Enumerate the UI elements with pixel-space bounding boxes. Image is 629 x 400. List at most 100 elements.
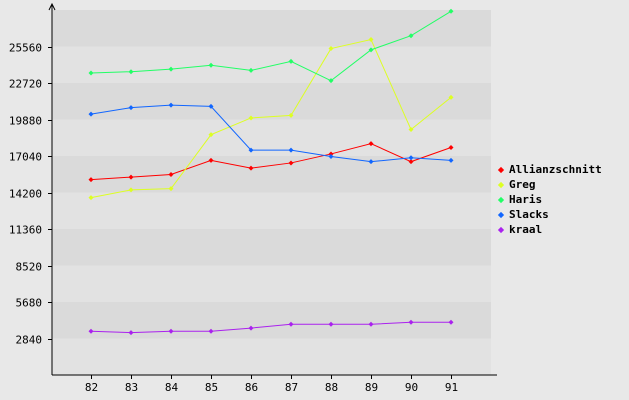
grid-band xyxy=(52,302,491,339)
data-point-kraal xyxy=(408,319,414,325)
legend-label: kraal xyxy=(509,223,543,236)
x-tick-label: 82 xyxy=(85,381,98,394)
data-point-haris xyxy=(368,47,374,53)
legend-item-kraal: kraal xyxy=(497,222,602,237)
data-point-kraal xyxy=(168,328,174,334)
y-tick-label: 14200 xyxy=(9,188,42,201)
y-tick-label: 17040 xyxy=(9,151,42,164)
data-point-kraal xyxy=(448,319,454,325)
data-point-haris xyxy=(448,8,454,14)
data-point-allianzschnitt xyxy=(288,160,294,166)
data-point-allianzschnitt xyxy=(128,174,134,180)
data-point-allianzschnitt xyxy=(448,145,454,151)
x-tick-label: 86 xyxy=(245,381,258,394)
legend-marker-icon xyxy=(497,196,505,203)
series-line-slacks xyxy=(90,104,452,163)
legend: Allianzschnitt Greg Haris Slacks kraal xyxy=(497,162,602,237)
data-point-slacks xyxy=(88,111,94,117)
data-point-slacks xyxy=(208,103,214,109)
data-point-slacks xyxy=(168,102,174,108)
data-point-greg xyxy=(208,132,214,138)
legend-marker-icon xyxy=(497,226,505,233)
data-point-allianzschnitt xyxy=(208,157,214,163)
grid-band xyxy=(52,10,491,47)
data-point-slacks xyxy=(408,155,414,161)
legend-marker-icon xyxy=(497,181,505,188)
data-point-haris xyxy=(168,66,174,72)
grid-band xyxy=(52,265,491,302)
data-point-haris xyxy=(248,67,254,73)
y-tick-label: 5680 xyxy=(16,297,43,310)
y-tick-label: 11360 xyxy=(9,224,42,237)
x-axis-ticks: 82 83 84 85 86 87 88 89 90 91 xyxy=(85,375,458,394)
data-point-kraal xyxy=(288,321,294,327)
data-point-allianzschnitt xyxy=(408,159,414,165)
data-point-kraal xyxy=(328,321,334,327)
data-point-haris xyxy=(408,33,414,39)
data-point-kraal xyxy=(368,321,374,327)
data-point-allianzschnitt xyxy=(88,177,94,183)
series-line-greg xyxy=(90,38,452,199)
legend-item-slacks: Slacks xyxy=(497,207,602,222)
data-point-allianzschnitt xyxy=(168,172,174,178)
data-point-greg xyxy=(448,94,454,100)
data-point-slacks xyxy=(368,159,374,165)
legend-label: Haris xyxy=(509,193,543,206)
y-tick-label: 22720 xyxy=(9,78,42,91)
data-point-kraal xyxy=(88,328,94,334)
grid-band xyxy=(52,192,491,229)
data-point-allianzschnitt xyxy=(248,165,254,171)
data-point-kraal xyxy=(128,330,134,336)
x-tick-label: 84 xyxy=(165,381,179,394)
series-line-kraal xyxy=(90,321,451,334)
data-point-haris xyxy=(128,69,134,75)
data-point-haris xyxy=(328,78,334,84)
data-point-haris xyxy=(88,70,94,76)
legend-item-greg: Greg xyxy=(497,177,602,192)
legend-marker-icon xyxy=(497,211,505,218)
data-point-allianzschnitt xyxy=(328,151,334,157)
data-point-haris xyxy=(208,62,214,68)
x-tick-label: 87 xyxy=(285,381,298,394)
x-tick-label: 89 xyxy=(365,381,378,394)
x-tick-label: 88 xyxy=(325,381,338,394)
data-point-haris xyxy=(288,58,294,64)
data-point-greg xyxy=(168,186,174,192)
legend-label: Slacks xyxy=(509,208,549,221)
legend-marker-icon xyxy=(497,166,505,173)
legend-label: Greg xyxy=(509,178,536,191)
grid-band xyxy=(52,46,491,83)
grid-bands xyxy=(52,10,491,375)
grid-band xyxy=(52,156,491,193)
data-point-greg xyxy=(248,115,254,121)
data-point-kraal xyxy=(208,328,214,334)
data-point-greg xyxy=(88,195,94,201)
legend-label: Allianzschnitt xyxy=(509,163,602,176)
axes xyxy=(48,2,497,376)
series-line-haris xyxy=(90,10,452,82)
series-line-allianzschnitt xyxy=(90,143,452,181)
data-point-slacks xyxy=(288,147,294,153)
grid-band xyxy=(52,338,491,375)
data-point-allianzschnitt xyxy=(368,141,374,147)
series-lines xyxy=(88,8,454,336)
grid-band xyxy=(52,83,491,120)
legend-item-allianzschnitt: Allianzschnitt xyxy=(497,162,602,177)
data-point-kraal xyxy=(248,325,254,331)
x-tick-label: 83 xyxy=(125,381,138,394)
y-tick-label: 19880 xyxy=(9,115,42,128)
data-point-greg xyxy=(408,127,414,133)
data-point-slacks xyxy=(248,147,254,153)
data-point-slacks xyxy=(448,157,454,163)
y-tick-label: 2840 xyxy=(16,334,43,347)
y-axis-arrow xyxy=(48,2,56,11)
x-tick-label: 91 xyxy=(445,381,458,394)
data-point-greg xyxy=(368,37,374,43)
data-point-slacks xyxy=(328,154,334,160)
data-point-greg xyxy=(128,187,134,193)
x-tick-label: 90 xyxy=(405,381,418,394)
y-axis-ticks: 2840 5680 8520 11360 14200 17040 19880 22720 255… xyxy=(9,42,52,347)
data-point-slacks xyxy=(128,105,134,111)
data-point-greg xyxy=(288,112,294,118)
